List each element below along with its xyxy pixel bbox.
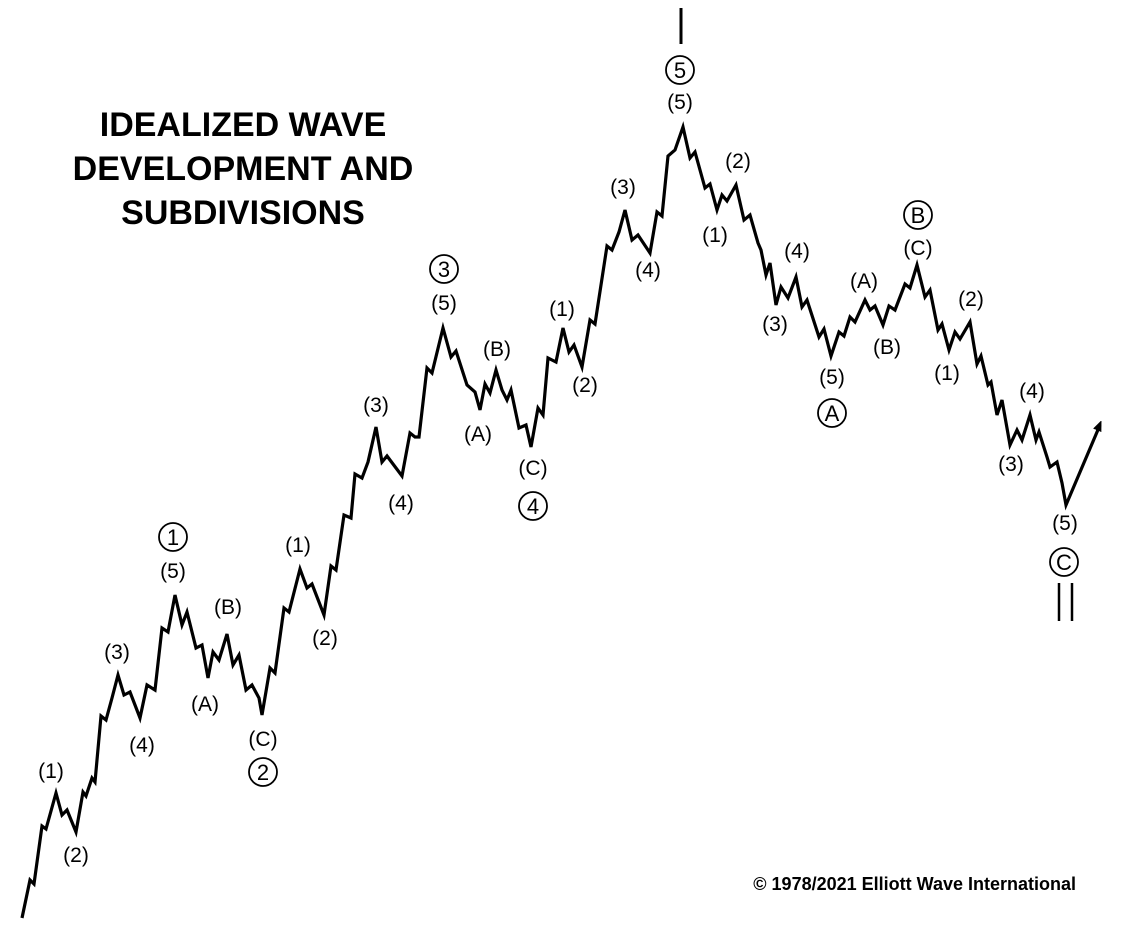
wave5-sub-4: (4) bbox=[635, 259, 661, 282]
wave1-sub-2: (2) bbox=[63, 844, 89, 867]
wave5-sub-1: (1) bbox=[549, 298, 575, 321]
waveA-sub-3: (3) bbox=[762, 313, 788, 336]
wave3-sub-3: (3) bbox=[363, 394, 389, 417]
waveA-sub-4: (4) bbox=[784, 240, 810, 263]
waveC-sub-3: (3) bbox=[998, 453, 1024, 476]
circled-label-1: 1 bbox=[158, 522, 188, 552]
wave5-sub-3: (3) bbox=[610, 176, 636, 199]
waveC-sub-5: (5) bbox=[1052, 512, 1078, 535]
circled-label-2: 2 bbox=[248, 757, 278, 787]
circled-label-4: 4 bbox=[518, 491, 548, 521]
wave3-sub-2: (2) bbox=[312, 627, 338, 650]
circled-label-3-text: 3 bbox=[438, 257, 450, 282]
waveC-sub-2: (2) bbox=[958, 288, 984, 311]
circled-label-A: A bbox=[817, 398, 847, 428]
title-line-3: SUBDIVISIONS bbox=[121, 194, 365, 232]
wave1-sub-3: (3) bbox=[104, 641, 130, 664]
wave4-sub-C: (C) bbox=[518, 457, 547, 480]
wave3-sub-5: (5) bbox=[431, 292, 457, 315]
wave4-sub-B: (B) bbox=[483, 338, 511, 361]
copyright-notice: © 1978/2021 Elliott Wave International bbox=[753, 874, 1076, 894]
circled-label-4-text: 4 bbox=[527, 494, 539, 519]
wave-path bbox=[20, 121, 1100, 919]
circled-label-B-text: B bbox=[911, 203, 926, 228]
circled-label-1-text: 1 bbox=[167, 525, 179, 550]
circled-label-5: 5 bbox=[665, 55, 695, 85]
circled-label-A-text: A bbox=[825, 401, 840, 426]
wave4-sub-A: (A) bbox=[464, 423, 492, 446]
circled-label-C: C bbox=[1049, 547, 1079, 577]
waveC-sub-1: (1) bbox=[934, 362, 960, 385]
waveA-sub-1: (1) bbox=[702, 224, 728, 247]
wave2-sub-B: (B) bbox=[214, 596, 242, 619]
wave1-sub-4: (4) bbox=[129, 734, 155, 757]
wave1-sub-1: (1) bbox=[38, 760, 64, 783]
wave3-sub-1: (1) bbox=[285, 534, 311, 557]
waveA-sub-2: (2) bbox=[725, 150, 751, 173]
circled-label-3: 3 bbox=[429, 254, 459, 284]
title-line-2: DEVELOPMENT AND bbox=[73, 150, 414, 188]
waveB-sub-C: (C) bbox=[903, 237, 932, 260]
wave1-sub-5: (5) bbox=[160, 560, 186, 583]
wave2-sub-C: (C) bbox=[248, 728, 277, 751]
wave2-sub-A: (A) bbox=[191, 693, 219, 716]
title-line-1: IDEALIZED WAVE bbox=[100, 106, 387, 144]
wave5-sub-5: (5) bbox=[667, 91, 693, 114]
wave5-sub-2: (2) bbox=[572, 374, 598, 397]
circled-label-B: B bbox=[903, 200, 933, 230]
circled-label-2-text: 2 bbox=[257, 760, 269, 785]
circled-label-5-text: 5 bbox=[674, 58, 686, 83]
wave3-sub-4: (4) bbox=[388, 492, 414, 515]
circled-label-C-text: C bbox=[1056, 550, 1072, 575]
waveA-sub-5: (5) bbox=[819, 366, 845, 389]
waveB-sub-B: (B) bbox=[873, 336, 901, 359]
waveC-sub-4: (4) bbox=[1019, 380, 1045, 403]
waveB-sub-A: (A) bbox=[850, 270, 878, 293]
